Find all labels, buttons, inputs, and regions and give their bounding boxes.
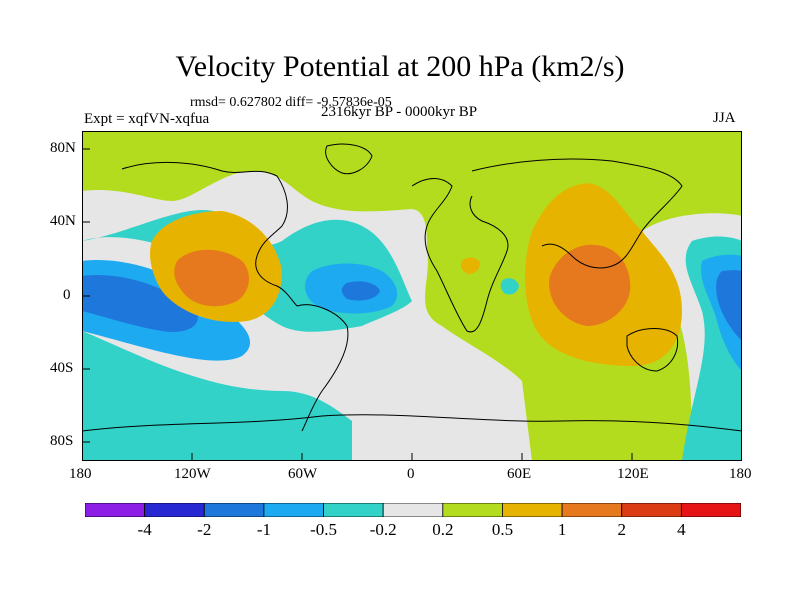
axis-ticks	[82, 148, 742, 461]
colorbar-swatch	[323, 503, 384, 517]
lat-label-40s: 40S	[50, 360, 74, 376]
field-peak-america	[174, 249, 249, 307]
field-moderate-negative	[82, 254, 742, 371]
coast-north-america	[121, 161, 298, 307]
colorbar-swatch	[621, 503, 682, 517]
colorbar-swatch	[85, 503, 146, 517]
lon-label-120e: 120E	[617, 466, 649, 482]
colorbar-label: -0.5	[310, 520, 337, 539]
colorbar-label: 2	[617, 520, 626, 539]
experiment-label: Expt = xqfVN-xqfua	[84, 111, 210, 127]
chart-title: Velocity Potential at 200 hPa (km2/s)	[175, 50, 625, 83]
colorbar-swatch	[680, 503, 741, 517]
lon-label-60w: 60W	[288, 466, 318, 482]
lat-label-40n: 40N	[50, 213, 76, 229]
coast-south-america	[296, 304, 349, 432]
colorbar-swatch	[144, 503, 205, 517]
lon-label-0: 0	[407, 466, 415, 482]
coast-europe-africa	[411, 178, 509, 333]
colorbar-swatch	[442, 503, 503, 517]
colorbar-swatch	[561, 503, 623, 517]
field-small-negative	[500, 278, 519, 295]
coastlines	[82, 143, 742, 432]
colorbar-label: 0.2	[432, 520, 454, 539]
season-label: JJA	[713, 110, 736, 126]
lat-label-80n: 80N	[50, 140, 76, 156]
colorbar-swatch	[203, 503, 265, 517]
lon-label-180w: 180	[69, 466, 92, 482]
velocity-potential-map	[82, 131, 742, 461]
colorbar-label: -1	[256, 520, 271, 539]
field-small-positive	[461, 257, 480, 274]
lat-label-80s: 80S	[50, 433, 74, 449]
lon-label-120w: 120W	[174, 466, 211, 482]
colorbar	[85, 503, 741, 517]
colorbar-label: 4	[677, 520, 686, 539]
field-peak-asia	[548, 244, 631, 326]
colorbar-label: -2	[197, 520, 212, 539]
colorbar-swatch	[382, 503, 444, 517]
colorbar-label: 0.5	[491, 520, 514, 539]
colorbar-swatch	[502, 503, 563, 517]
colorbar-label: -0.2	[369, 520, 397, 539]
coast-asia	[471, 158, 683, 269]
lat-label-0: 0	[63, 287, 71, 303]
coast-australia	[626, 328, 679, 372]
colorbar-swatch	[263, 503, 324, 517]
contour-fill	[82, 131, 742, 461]
coast-greenland	[325, 143, 373, 175]
lon-label-180e: 180	[729, 466, 752, 482]
colorbar-label: 1	[557, 520, 567, 539]
colorbar-label: -4	[137, 520, 152, 539]
period-label: 2316kyr BP - 0000kyr BP	[321, 104, 478, 120]
coast-antarctica	[82, 414, 742, 432]
lon-label-60e: 60E	[507, 466, 532, 482]
stats-text: rmsd= 0.627802 diff= -9.57836e-05	[190, 95, 392, 110]
